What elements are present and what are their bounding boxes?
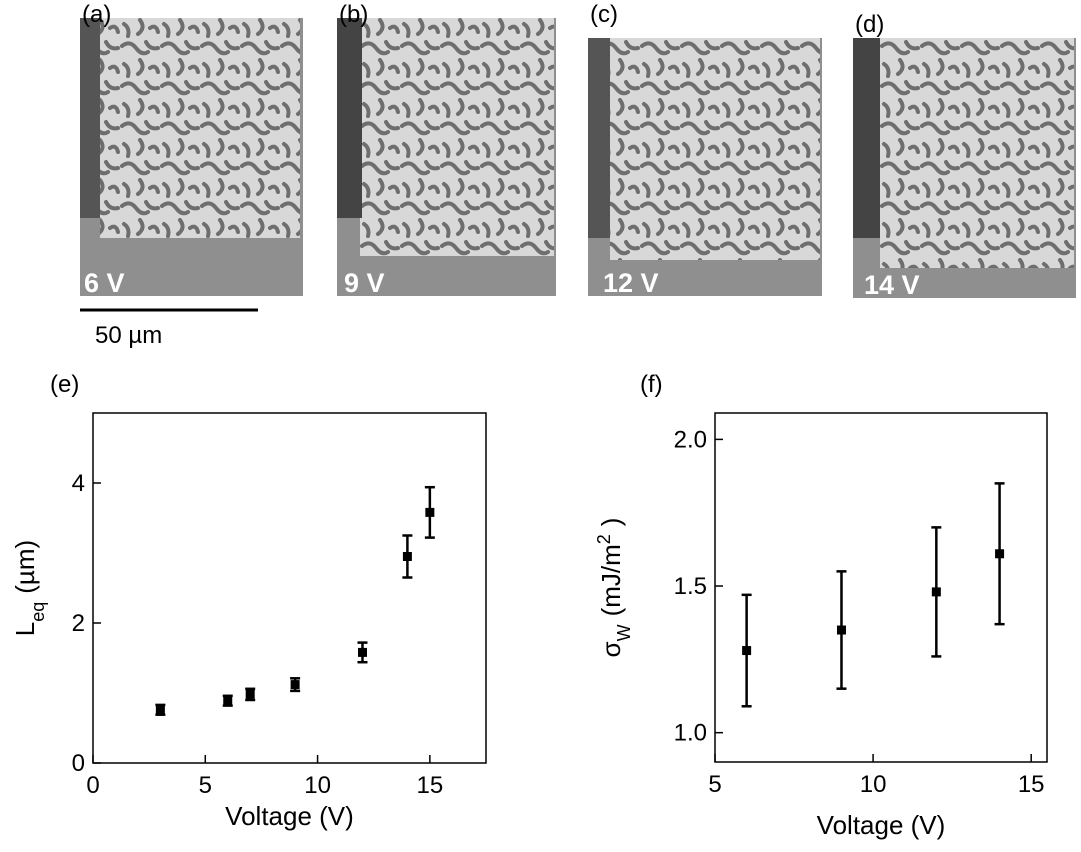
data-point <box>357 647 367 657</box>
y-tick-label: 1.5 <box>674 573 707 600</box>
data-point <box>223 696 233 706</box>
image-d-domains <box>880 38 1074 268</box>
data-point <box>995 549 1005 559</box>
y-tick-label: 4 <box>72 470 85 497</box>
plot-frame <box>92 412 487 764</box>
plot-frame <box>714 412 1048 763</box>
data-point <box>155 705 165 715</box>
image-caption: 9 V <box>344 268 385 298</box>
y-tick-label: 2 <box>72 610 85 637</box>
y-tick-label: 0 <box>72 750 85 777</box>
y-axis-label-part: 2 <box>594 534 614 544</box>
image-a-domains <box>100 18 300 238</box>
image-a-edge <box>80 18 100 218</box>
x-tick-label: 10 <box>304 772 331 799</box>
panel-label: (b) <box>339 1 368 28</box>
image-caption: 6 V <box>84 268 125 298</box>
image-c-edge <box>588 38 610 238</box>
data-point <box>402 552 412 561</box>
data-point <box>931 587 941 597</box>
y-axis-label-part: σ <box>596 641 626 657</box>
image-b-domains <box>360 18 554 256</box>
x-tick-label: 15 <box>417 772 444 799</box>
x-tick-label: 15 <box>1018 771 1045 798</box>
y-axis-label: σW (mJ/m2) <box>594 518 634 658</box>
y-axis-label-part: eq <box>28 602 48 622</box>
y-axis-label-part: (µm) <box>10 540 40 594</box>
x-tick-label: 10 <box>860 771 887 798</box>
x-tick-label: 0 <box>86 772 99 799</box>
micrographs <box>80 18 1076 298</box>
scale-bar-label: 50 µm <box>95 322 162 349</box>
data-point <box>425 507 435 517</box>
panel-label: (c) <box>590 1 618 28</box>
image-d-edge <box>853 38 880 238</box>
y-axis-label-part: L <box>10 622 40 636</box>
x-tick-label: 5 <box>199 772 212 799</box>
y-axis-label-part: W <box>614 624 634 641</box>
x-axis-label: Voltage (V) <box>817 810 946 840</box>
image-c-domains <box>610 38 820 260</box>
y-tick-label: 1.0 <box>674 720 707 747</box>
image-caption: 12 V <box>603 268 659 298</box>
x-tick-label: 5 <box>708 771 721 798</box>
data-point <box>245 689 255 699</box>
image-caption: 14 V <box>864 270 920 300</box>
x-axis-label: Voltage (V) <box>225 801 354 831</box>
y-tick-label: 2.0 <box>674 426 707 453</box>
image-b-edge <box>337 18 362 218</box>
data-point <box>290 680 300 690</box>
data-point <box>742 646 752 656</box>
data-point <box>836 625 846 635</box>
y-axis-label-part: (mJ/m <box>596 544 626 616</box>
y-axis-label: Leq (µm) <box>10 540 48 636</box>
panel-label: (a) <box>82 1 111 28</box>
panel-label: (d) <box>855 11 884 38</box>
panel-label: (e) <box>50 371 79 398</box>
panel-label: (f) <box>640 371 663 398</box>
y-axis-label-part: ) <box>596 518 626 527</box>
